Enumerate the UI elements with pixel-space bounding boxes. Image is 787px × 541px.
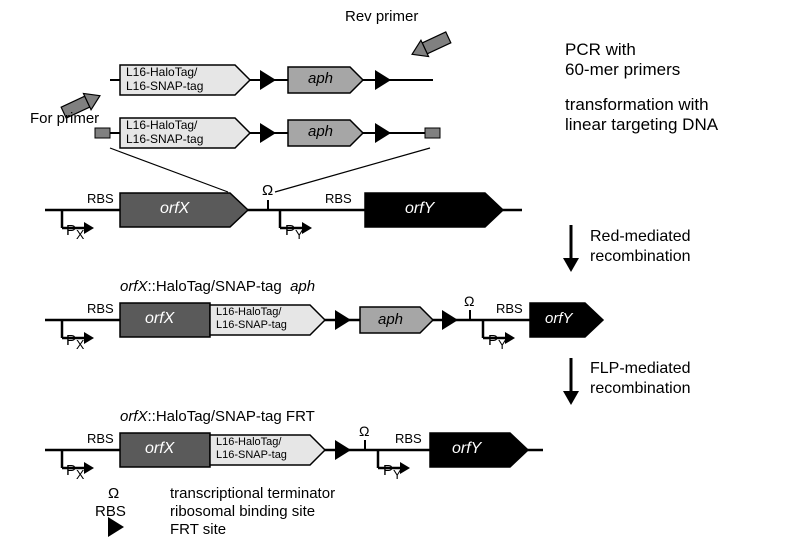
rbs-r3-1: RBS xyxy=(87,191,114,206)
px-r5: PX xyxy=(66,462,84,482)
orfx-r3: orfX xyxy=(160,200,189,218)
row5-title: orfX::HaloTag/SNAP-tag FRT xyxy=(120,408,315,425)
tag-r1-l1: L16-HaloTag/ xyxy=(126,65,197,79)
tag-r2-l1: L16-HaloTag/ xyxy=(126,118,197,132)
py-r4: PY xyxy=(488,332,506,352)
aph-r4: aph xyxy=(378,311,403,328)
tag-r5-l2: L16-SNAP-tag xyxy=(216,449,287,461)
legend-term: transcriptional terminator xyxy=(170,485,335,502)
omega-r5: Ω xyxy=(359,423,369,439)
rbs-r4-2: RBS xyxy=(496,301,523,316)
rbs-r4-1: RBS xyxy=(87,301,114,316)
step1b: 60-mer primers xyxy=(565,60,680,80)
arrow1b: recombination xyxy=(590,248,691,266)
step-arrow-1 xyxy=(563,225,579,272)
aph-r1: aph xyxy=(308,70,333,87)
orfy-r5: orfY xyxy=(452,440,481,458)
diagram-svg xyxy=(0,0,787,541)
legend-rbs: RBS xyxy=(95,503,126,520)
aph-r2: aph xyxy=(308,123,333,140)
step-arrow-2 xyxy=(563,358,579,405)
py-r3: PY xyxy=(285,222,303,242)
px-r4: PX xyxy=(66,332,84,352)
tag-r1-l2: L16-SNAP-tag xyxy=(126,79,203,93)
rbs-r5-1: RBS xyxy=(87,431,114,446)
rev-primer-label: Rev primer xyxy=(345,8,418,25)
omega-r3: Ω xyxy=(262,182,273,199)
diagram-canvas: Rev primer For primer L16-HaloTag/ L16-S… xyxy=(0,0,787,541)
for-primer-label: For primer xyxy=(30,110,99,127)
tag-r5-l1: L16-HaloTag/ xyxy=(216,436,281,448)
row4-title: orfX::HaloTag/SNAP-tag aph xyxy=(120,278,315,295)
legend-omega: Ω xyxy=(108,485,119,502)
orfy-r4: orfY xyxy=(545,310,573,327)
tag-r4-l1: L16-HaloTag/ xyxy=(216,306,281,318)
step1a: PCR with xyxy=(565,40,636,60)
arrow2a: FLP-mediated xyxy=(590,360,691,378)
step2a: transformation with xyxy=(565,95,709,115)
py-r5: PY xyxy=(383,462,401,482)
legend-frt-txt: FRT site xyxy=(170,521,226,538)
arrow2b: recombination xyxy=(590,380,691,398)
legend-rbs-txt: ribosomal binding site xyxy=(170,503,315,520)
step2b: linear targeting DNA xyxy=(565,115,718,135)
rbs-r3-2: RBS xyxy=(325,191,352,206)
px-r3: PX xyxy=(66,222,84,242)
orfx-r5: orfX xyxy=(145,440,174,458)
omega-r4: Ω xyxy=(464,293,474,309)
arrow1a: Red-mediated xyxy=(590,228,691,246)
orfy-r3: orfY xyxy=(405,200,434,218)
rev-primer-icon xyxy=(408,29,452,62)
tag-r2-l2: L16-SNAP-tag xyxy=(126,132,203,146)
orfx-r4: orfX xyxy=(145,310,174,328)
tag-r4-l2: L16-SNAP-tag xyxy=(216,319,287,331)
rbs-r5-2: RBS xyxy=(395,431,422,446)
